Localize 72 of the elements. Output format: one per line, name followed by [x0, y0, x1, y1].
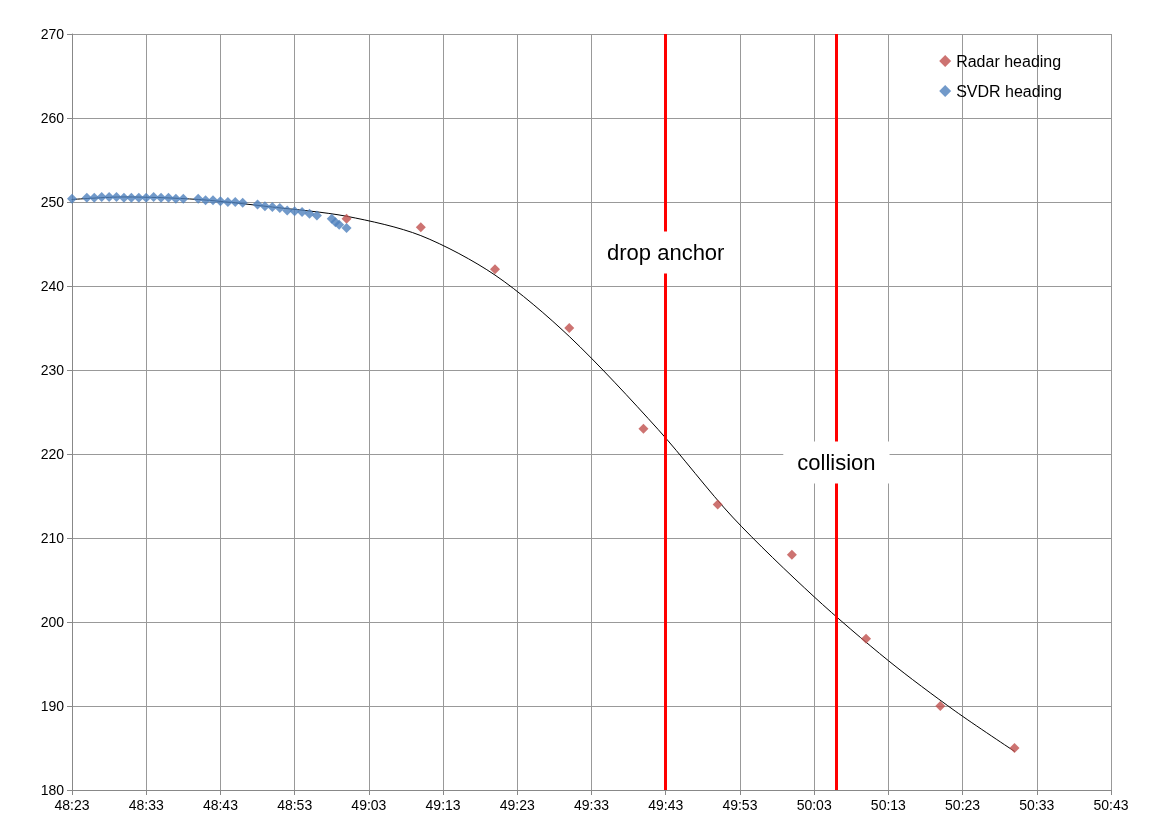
annotation: collision: [797, 449, 876, 475]
x-tick-label: 49:43: [648, 797, 684, 813]
point: [133, 192, 144, 203]
point: [712, 499, 723, 510]
point: [148, 191, 159, 202]
x-tick-label: 48:43: [202, 797, 239, 813]
legend-label: SVDR heading: [956, 82, 1062, 100]
point: [156, 192, 167, 203]
point: [111, 191, 122, 202]
point: [282, 205, 293, 216]
y-tick-label: 210: [40, 530, 65, 546]
x-tick-label: 50:33: [1019, 797, 1055, 813]
x-tick-label: 49:03: [351, 797, 387, 813]
point: [126, 192, 137, 203]
y-tick-label: 240: [40, 278, 65, 294]
point: [334, 219, 345, 230]
point: [222, 197, 233, 207]
point: [311, 210, 322, 221]
point: [341, 213, 352, 224]
point: [170, 193, 181, 204]
point: [230, 197, 241, 207]
x-tick-label: 50:43: [1093, 797, 1129, 813]
point: [297, 207, 308, 218]
point: [259, 201, 270, 212]
y-tick-label: 260: [40, 110, 65, 126]
x-tick-label: 50:03: [796, 797, 832, 813]
x-tick-label: 49:13: [425, 797, 461, 813]
point: [1009, 743, 1020, 753]
point: [89, 192, 100, 203]
point: [564, 323, 575, 333]
x-tick-label: 48:53: [277, 797, 313, 813]
point: [861, 633, 872, 644]
annotation: drop anchor: [607, 239, 725, 265]
point: [81, 192, 92, 203]
x-tick-label: 49:23: [499, 797, 536, 813]
point: [163, 192, 174, 203]
point: [67, 193, 77, 204]
point: [304, 208, 315, 219]
y-tick-label: 250: [40, 194, 65, 210]
point: [267, 202, 278, 213]
legend-label: Radar heading: [956, 52, 1062, 70]
x-tick-label: 50:23: [945, 797, 981, 813]
point: [638, 423, 649, 434]
point: [490, 264, 501, 275]
point: [193, 193, 204, 204]
point: [935, 701, 946, 711]
point: [237, 197, 248, 208]
y-tick-label: 200: [40, 614, 65, 630]
x-tick-label: 49:33: [573, 797, 610, 813]
point: [200, 195, 211, 206]
point: [178, 193, 189, 204]
x-tick-label: 48:33: [128, 797, 164, 813]
point: [786, 549, 797, 560]
point: [118, 192, 129, 203]
x-tick-label: 50:13: [870, 797, 907, 813]
point: [104, 191, 115, 202]
point: [96, 191, 107, 202]
point: [341, 223, 352, 234]
y-tick-label: 190: [40, 698, 65, 714]
point: [208, 195, 219, 206]
y-tick-label: 270: [40, 26, 65, 42]
point: [274, 202, 285, 213]
x-tick-label: 49:53: [722, 797, 758, 813]
point: [289, 206, 300, 217]
point: [215, 196, 226, 207]
point: [252, 199, 263, 210]
y-tick-label: 180: [40, 782, 65, 798]
y-tick-label: 230: [40, 362, 65, 378]
y-tick-label: 220: [40, 446, 65, 462]
point: [415, 222, 426, 233]
point: [141, 192, 152, 203]
x-tick-label: 48:23: [54, 797, 90, 813]
